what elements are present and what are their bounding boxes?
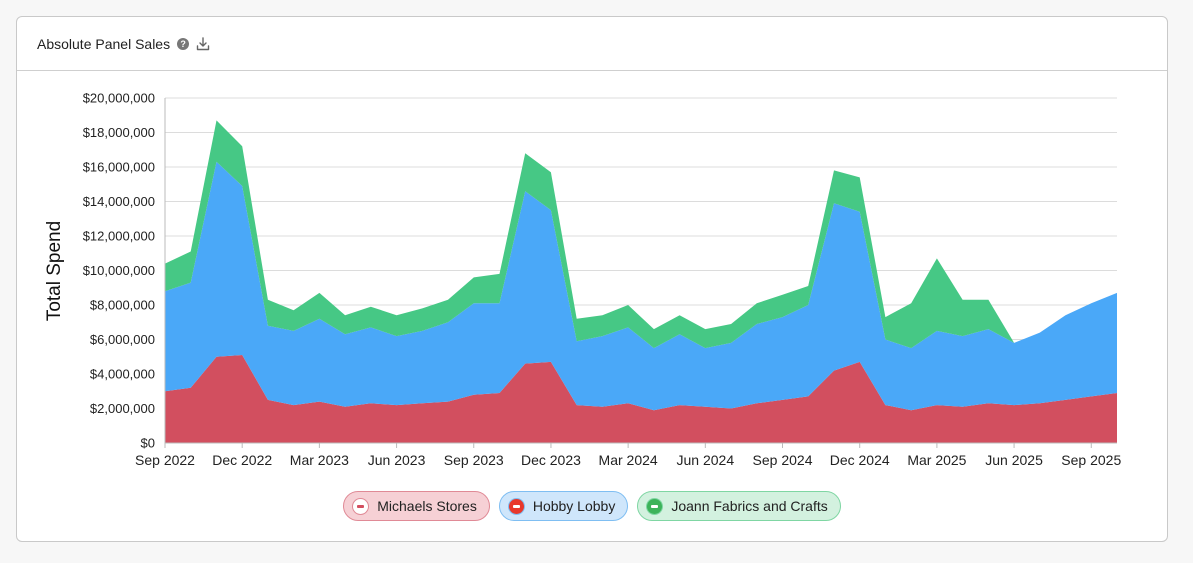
y-tick-label: $10,000,000 — [83, 263, 155, 278]
x-tick-label: Jun 2025 — [985, 452, 1043, 468]
x-tick-label: Sep 2023 — [444, 452, 504, 468]
x-tick-label: Sep 2025 — [1061, 452, 1121, 468]
x-tick-label: Sep 2024 — [753, 452, 813, 468]
x-tick-label: Dec 2022 — [212, 452, 272, 468]
y-tick-label: $12,000,000 — [83, 229, 155, 244]
area-michaels-stores[interactable] — [165, 355, 1117, 443]
x-tick-label: Sep 2022 — [135, 452, 195, 468]
y-tick-label: $14,000,000 — [83, 194, 155, 209]
y-tick-label: $2,000,000 — [90, 401, 155, 416]
chart-area: $0 $2,000,000 $4,000,000 $6,000,000 $8,000,0… — [17, 71, 1167, 491]
y-axis-label: Total Spend — [44, 221, 65, 321]
card-header: Absolute Panel Sales ? — [17, 17, 1167, 71]
legend-label: Joann Fabrics and Crafts — [671, 498, 828, 514]
series-areas — [165, 120, 1117, 443]
stacked-area-chart: $0 $2,000,000 $4,000,000 $6,000,000 $8,000,0… — [44, 91, 1121, 469]
x-tick-label: Jun 2023 — [368, 452, 426, 468]
help-icon[interactable]: ? — [177, 37, 190, 50]
brand-logo-icon — [646, 497, 664, 515]
x-axis: Sep 2022 Dec 2022 Mar 2023 Jun 2023 Sep 2023… — [135, 442, 1121, 468]
y-tick-label: $20,000,000 — [83, 91, 155, 106]
x-tick-label: Mar 2025 — [907, 452, 966, 468]
x-tick-label: Mar 2023 — [290, 452, 349, 468]
legend-item-michaels-stores[interactable]: Michaels Stores — [343, 491, 490, 521]
brand-logo-icon — [507, 497, 525, 515]
card-title: Absolute Panel Sales — [37, 35, 171, 52]
brand-logo-icon — [352, 497, 370, 515]
y-tick-label: $6,000,000 — [90, 332, 155, 347]
legend-label: Hobby Lobby — [532, 498, 616, 514]
y-tick-label: $4,000,000 — [90, 367, 155, 382]
y-tick-label: $0 — [141, 436, 155, 451]
x-tick-label: Dec 2024 — [830, 452, 890, 468]
y-tick-label: $18,000,000 — [83, 125, 155, 140]
y-axis: $0 $2,000,000 $4,000,000 $6,000,000 $8,000,0… — [83, 91, 166, 451]
legend-label: Michaels Stores — [377, 498, 477, 514]
area-joann-fabrics-and-crafts[interactable] — [165, 120, 1117, 349]
absolute-panel-sales-card: Absolute Panel Sales ? $0 $2,000,000 $4,00… — [16, 16, 1168, 542]
legend-item-hobby-lobby[interactable]: Hobby Lobby — [498, 491, 629, 521]
download-icon[interactable] — [196, 36, 210, 51]
legend-item-joann-fabrics-and-crafts[interactable]: Joann Fabrics and Crafts — [637, 491, 841, 521]
chart-legend: Michaels Stores Hobby Lobby Joann Fabrics … — [17, 491, 1167, 521]
x-tick-label: Mar 2024 — [599, 452, 658, 468]
x-tick-label: Dec 2023 — [521, 452, 581, 468]
x-tick-label: Jun 2024 — [677, 452, 735, 468]
y-tick-label: $16,000,000 — [83, 160, 155, 175]
y-tick-label: $8,000,000 — [90, 298, 155, 313]
area-hobby-lobby[interactable] — [165, 161, 1117, 411]
